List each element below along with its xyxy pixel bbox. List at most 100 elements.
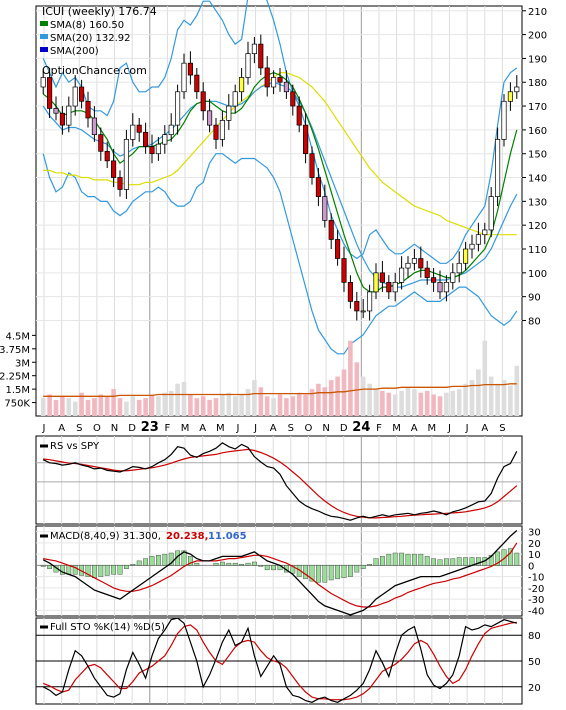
volume-bar xyxy=(418,392,424,416)
x-tick-label: 23 xyxy=(141,420,159,435)
volume-bar xyxy=(85,399,91,416)
macd-histogram-bar xyxy=(418,553,424,566)
volume-tick-label: 750K xyxy=(4,399,30,410)
volume-tick-label: 2.25M xyxy=(0,372,30,383)
volume-bar xyxy=(277,394,283,416)
macd-histogram-bar xyxy=(194,562,200,566)
macd-histogram-bar xyxy=(213,562,219,566)
candle-body xyxy=(507,91,513,102)
legend-swatch xyxy=(40,34,48,39)
candle-body xyxy=(450,272,456,283)
candle-body xyxy=(303,124,309,155)
volume-bar xyxy=(92,398,97,416)
macd-histogram-bar xyxy=(514,552,520,566)
volume-bar xyxy=(264,396,270,416)
price-tick-label: 190 xyxy=(528,54,547,65)
macd-histogram-bar xyxy=(123,565,129,569)
volume-bar xyxy=(469,380,475,416)
macd-histogram-bar xyxy=(444,558,449,566)
macd-histogram-bar xyxy=(488,555,494,566)
candle-body xyxy=(456,262,462,274)
macd-histogram-bar xyxy=(136,560,142,566)
volume-bar xyxy=(309,389,315,416)
candle-body xyxy=(59,112,65,126)
macd-histogram-bar xyxy=(40,565,46,567)
volume-bar xyxy=(290,396,296,416)
macd-histogram-bar xyxy=(424,556,430,566)
macd-histogram-bar xyxy=(412,553,417,566)
volume-bar xyxy=(392,394,398,416)
candle-body xyxy=(463,248,469,264)
volume-tick-label: 1.5M xyxy=(5,385,30,396)
macd-histogram-bar xyxy=(271,565,276,571)
macd-histogram-bar xyxy=(303,565,308,580)
candle-body xyxy=(431,277,437,283)
candle-body xyxy=(501,100,507,140)
macd-histogram-bar xyxy=(149,556,155,566)
candle-body xyxy=(296,105,302,126)
candle-body xyxy=(514,86,520,93)
price-tick-label: 170 xyxy=(528,102,547,113)
volume-bar xyxy=(124,401,129,416)
volume-bar xyxy=(226,392,232,416)
candle-body xyxy=(111,160,117,178)
volume-bar xyxy=(47,394,52,416)
candle-body xyxy=(66,105,72,126)
candle-body xyxy=(309,153,315,178)
candle-body xyxy=(136,124,142,133)
volume-tick-label: 3M xyxy=(15,358,30,369)
volume-bar xyxy=(495,383,500,416)
macd-histogram-bar xyxy=(72,565,78,575)
volume-bar xyxy=(437,396,443,416)
candle-body xyxy=(482,229,488,236)
volume-bar xyxy=(40,398,46,416)
volume-bar xyxy=(220,394,225,416)
legend-label: SMA(8) 160.50 xyxy=(50,20,124,31)
candle-body xyxy=(488,196,494,231)
x-tick-label: O xyxy=(305,423,313,434)
macd-histogram-bar xyxy=(501,549,507,566)
candle-body xyxy=(424,267,430,278)
macd-histogram-bar xyxy=(360,565,366,569)
macd-histogram-bar xyxy=(367,564,372,566)
macd-tick-label: -40 xyxy=(528,606,544,617)
volume-bar xyxy=(335,376,340,416)
x-tick-label: S xyxy=(76,423,82,434)
candle-body xyxy=(315,177,321,197)
candle-body xyxy=(283,81,289,93)
volume-bar xyxy=(156,396,161,416)
candle-body xyxy=(347,282,353,302)
volume-bar xyxy=(239,394,244,416)
candle-body xyxy=(187,62,193,76)
macd-histogram-bar xyxy=(155,555,161,566)
candle-body xyxy=(360,310,366,313)
macd-histogram-bar xyxy=(290,565,296,574)
macd-histogram-bar xyxy=(91,565,97,578)
candle-body xyxy=(418,258,424,269)
price-tick-label: 160 xyxy=(528,126,547,137)
price-tick-label: 90 xyxy=(528,293,541,304)
macd-histogram-bar xyxy=(328,565,334,581)
volume-bar xyxy=(316,383,321,416)
candle-body xyxy=(354,301,360,312)
candle-body xyxy=(443,282,449,293)
candle-body xyxy=(495,139,501,197)
candle-body xyxy=(239,77,245,93)
macd-tick-label: -20 xyxy=(528,584,544,595)
macd-histogram-bar xyxy=(508,548,513,566)
macd-signal-line xyxy=(43,542,518,608)
volume-bar xyxy=(284,398,289,416)
volume-bar xyxy=(463,383,468,416)
volume-bar xyxy=(380,390,385,416)
candle-body xyxy=(251,43,257,54)
candle-body xyxy=(386,282,392,293)
macd-histogram-bar xyxy=(437,559,443,566)
volume-bar xyxy=(232,396,238,416)
macd-histogram-bar xyxy=(373,558,379,566)
volume-bar xyxy=(424,390,430,416)
price-tick-label: 130 xyxy=(528,197,547,208)
volume-tick-label: 3.75M xyxy=(0,345,30,356)
volume-bar xyxy=(168,390,174,416)
macd-histogram-bar xyxy=(322,565,328,583)
